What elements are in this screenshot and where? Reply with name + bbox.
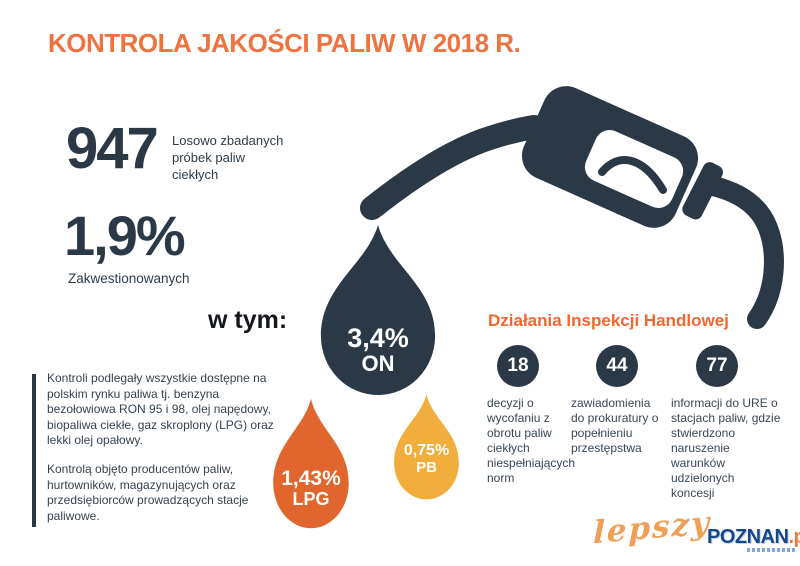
- stat-questioned-value: 1,9%: [64, 204, 186, 267]
- inspection-count-badge: 18: [497, 345, 539, 387]
- drop-on-value: 3,4%: [347, 323, 409, 353]
- inspection-count-2: 44: [606, 355, 628, 376]
- breakdown-label: w tym:: [208, 306, 288, 334]
- inspection-count-badge: 44: [596, 345, 638, 387]
- notes-block: Kontroli podlegały wszystkie dostępne na…: [47, 371, 277, 537]
- logo-brand-name: POZNAN: [707, 526, 789, 548]
- fuel-drop-on-label: 3,4% ON: [319, 323, 437, 377]
- fuel-drop-pb-label: 0,75% PB: [393, 442, 460, 476]
- notes-accent-bar: [32, 374, 36, 527]
- inspection-count-1: 18: [507, 355, 529, 376]
- drop-pb-fuel: PB: [416, 458, 437, 476]
- fuel-nozzle-icon: [360, 86, 784, 329]
- drop-lpg-value: 1,43%: [281, 467, 341, 490]
- inspection-count-3: 77: [706, 355, 728, 376]
- inspection-heading: Działania Inspekcji Handlowej: [488, 311, 729, 330]
- stat-questioned-label: Zakwestionowanych: [68, 271, 190, 286]
- fuel-drop-pb-icon: [394, 394, 459, 500]
- logo-brand: POZNAN.pl: [707, 526, 800, 549]
- logo-script-text: lepszy: [592, 504, 712, 552]
- fuel-drop-lpg-label: 1,43% LPG: [272, 467, 350, 510]
- logo-tagline-strip: [747, 548, 797, 552]
- fuel-drop-lpg-icon: [273, 398, 349, 529]
- inspection-description-3: informacji do URE o stacjach paliw, gdzi…: [671, 396, 781, 500]
- drop-lpg-fuel: LPG: [292, 489, 330, 510]
- inspection-count-badge: 77: [696, 345, 738, 387]
- drop-pb-value: 0,75%: [403, 442, 450, 459]
- inspection-description-2: zawiadomienia do prokuratury o popełnien…: [571, 396, 659, 455]
- notes-paragraph-2: Kontrolą objęto producentów paliw, hurto…: [47, 461, 249, 523]
- fuel-drop-on-icon: [320, 224, 436, 396]
- page-title: KONTROLA JAKOŚCI PALIW W 2018 R.: [48, 28, 521, 58]
- stat-samples-value: 947: [66, 116, 159, 181]
- stat-samples-label: Losowo zbadanych próbek paliw ciekłych: [172, 133, 284, 182]
- logo-brand-tld: .pl: [788, 526, 800, 548]
- notes-paragraph-1: Kontroli podlegały wszystkie dostępne na…: [47, 371, 274, 448]
- drop-on-fuel: ON: [361, 351, 395, 377]
- inspection-description-1: decyzji o wycofaniu z obrotu paliw ciekł…: [487, 396, 576, 485]
